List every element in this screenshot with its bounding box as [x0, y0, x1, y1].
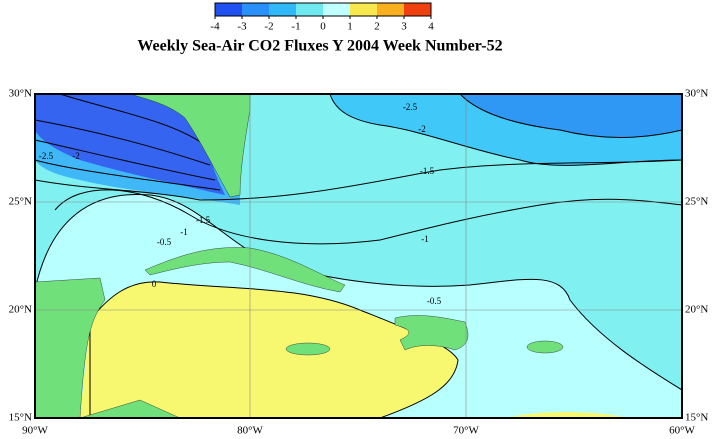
lon-label: 90°W	[22, 425, 48, 437]
graticule	[35, 94, 682, 418]
contour-label: -0.5	[427, 296, 442, 306]
contour-label: -1.5	[420, 166, 435, 176]
contour-label: -1.5	[196, 215, 211, 225]
colorbar-tick-label: 2	[374, 21, 380, 33]
colorbar-tick-label: -2	[264, 21, 273, 33]
lat-label: 25°N	[685, 196, 708, 208]
lon-label: 80°W	[237, 425, 263, 437]
colorbar-cell	[377, 3, 404, 16]
contour-label: -2.5	[403, 102, 418, 112]
lat-label: 30°N	[9, 88, 32, 100]
lon-label: 70°W	[453, 425, 479, 437]
contour-line	[459, 93, 683, 138]
colorbar-tick-label: 1	[347, 21, 353, 33]
contour-line	[54, 189, 683, 245]
map	[34, 93, 683, 419]
lat-label: 15°N	[9, 412, 32, 424]
contour-label: -2	[418, 124, 426, 134]
lat-label: 20°N	[685, 304, 708, 316]
colorbar-cell	[350, 3, 377, 16]
flux-region	[460, 94, 682, 138]
contour-line	[34, 119, 211, 166]
contour-line	[89, 281, 459, 419]
contour-label: 0	[152, 279, 157, 289]
contour-label: -2	[72, 151, 80, 161]
colorbar	[214, 2, 432, 17]
contour-label: -1	[421, 234, 429, 244]
contour-line	[329, 93, 683, 166]
lat-label: 15°N	[685, 412, 708, 424]
contour-line	[34, 159, 683, 201]
colorbar-cell	[269, 3, 296, 16]
colorbar-tick-label: -3	[237, 21, 247, 33]
colorbar-cell	[215, 3, 242, 16]
lat-label: 20°N	[9, 304, 32, 316]
flux-region	[505, 412, 630, 418]
lat-label: 30°N	[685, 88, 708, 100]
colorbar-tick-label: 0	[320, 21, 326, 33]
contour-line	[34, 193, 683, 391]
land-hispaniola	[394, 315, 469, 351]
colorbar-tick-label: 4	[428, 21, 434, 33]
land-jamaica	[285, 342, 331, 356]
land-florida	[129, 93, 251, 198]
contour-line	[59, 93, 206, 146]
contour-label: -0.5	[157, 237, 172, 247]
land-cuba	[144, 247, 346, 293]
map-frame	[34, 93, 683, 419]
colorbar-cell	[296, 3, 323, 16]
colorbar-cell	[323, 3, 350, 16]
contour-label: -1	[180, 227, 188, 237]
flux-region	[80, 281, 458, 418]
lon-label: 60°W	[669, 425, 695, 437]
contour-label: -2.5	[39, 151, 54, 161]
colorbar-tick-label: -1	[291, 21, 300, 33]
contour-line	[34, 159, 221, 191]
contour-line	[34, 139, 216, 181]
colorbar-tick-label: 3	[401, 21, 407, 33]
land-puerto-rico	[526, 340, 564, 354]
title: Weekly Sea-Air CO2 Fluxes Y 2004 Week Nu…	[137, 38, 502, 55]
colorbar-cell	[242, 3, 269, 16]
lat-label: 25°N	[9, 196, 32, 208]
flux-region	[35, 94, 225, 195]
colorbar-tick-label: -4	[210, 21, 220, 33]
colorbar-cell	[404, 3, 431, 16]
